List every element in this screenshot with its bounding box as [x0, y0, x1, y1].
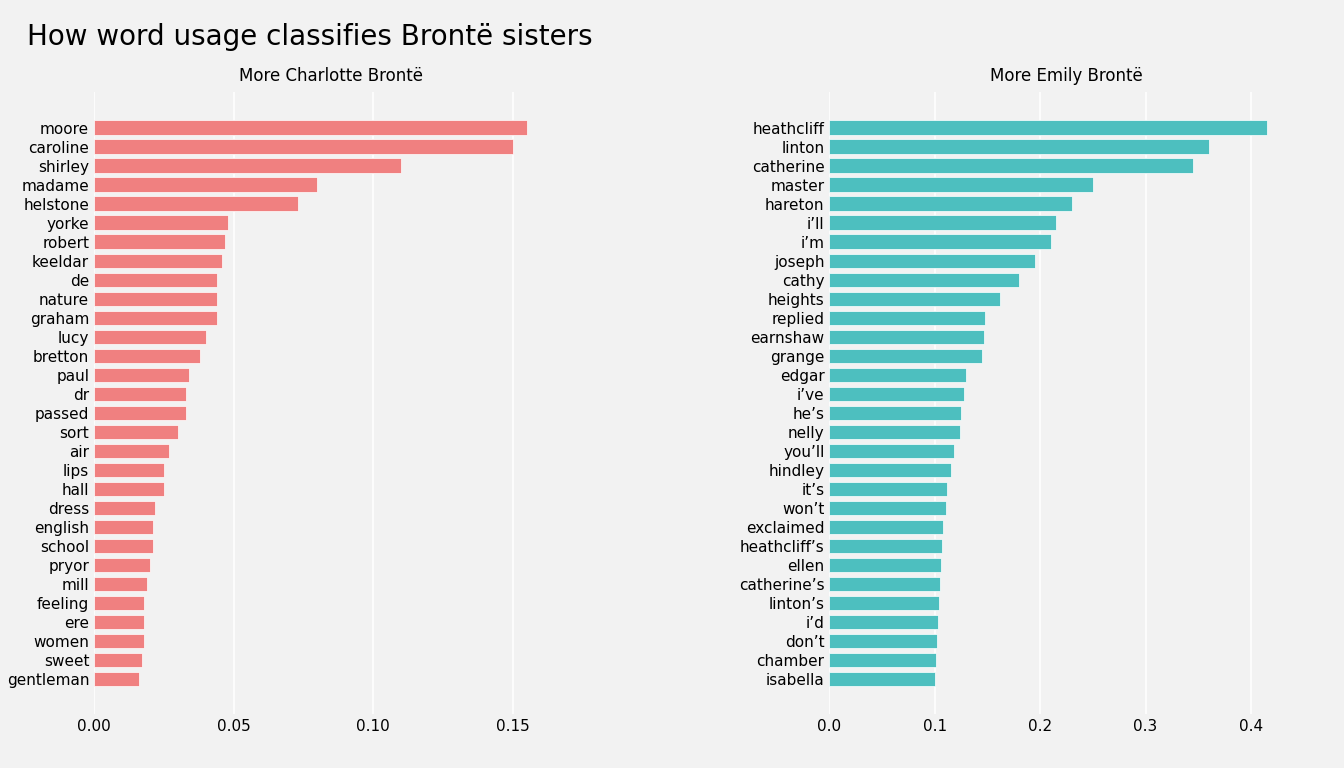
Bar: [829, 653, 935, 667]
Bar: [829, 538, 942, 553]
Bar: [829, 577, 939, 591]
Bar: [94, 614, 144, 629]
Bar: [829, 558, 941, 572]
Bar: [829, 462, 950, 477]
Bar: [94, 177, 317, 192]
Bar: [829, 140, 1208, 154]
Bar: [94, 577, 146, 591]
Bar: [94, 310, 216, 325]
Bar: [94, 462, 164, 477]
Bar: [829, 444, 954, 458]
Bar: [829, 216, 1056, 230]
Bar: [829, 501, 946, 515]
Bar: [829, 672, 934, 686]
Bar: [94, 653, 141, 667]
Bar: [94, 386, 187, 401]
Bar: [829, 614, 938, 629]
Title: More Charlotte Brontë: More Charlotte Brontë: [239, 67, 423, 85]
Bar: [94, 634, 144, 648]
Bar: [829, 253, 1035, 268]
Bar: [829, 273, 1019, 286]
Bar: [94, 520, 153, 534]
Bar: [829, 425, 960, 439]
Bar: [829, 121, 1267, 134]
Bar: [94, 425, 177, 439]
Bar: [829, 482, 948, 496]
Bar: [829, 386, 964, 401]
Bar: [94, 253, 223, 268]
Bar: [829, 634, 937, 648]
Text: How word usage classifies Brontë sisters: How word usage classifies Brontë sisters: [27, 23, 593, 51]
Bar: [829, 329, 984, 344]
Bar: [94, 121, 527, 134]
Title: More Emily Brontë: More Emily Brontë: [991, 67, 1142, 85]
Bar: [94, 140, 512, 154]
Bar: [94, 349, 200, 362]
Bar: [829, 520, 943, 534]
Bar: [829, 349, 982, 362]
Bar: [829, 197, 1071, 210]
Bar: [829, 406, 961, 420]
Bar: [94, 444, 169, 458]
Bar: [94, 406, 187, 420]
Bar: [94, 672, 138, 686]
Bar: [94, 158, 401, 173]
Bar: [829, 292, 1000, 306]
Bar: [829, 310, 985, 325]
Bar: [94, 197, 298, 210]
Bar: [94, 292, 216, 306]
Bar: [94, 234, 226, 249]
Bar: [829, 177, 1093, 192]
Bar: [829, 234, 1051, 249]
Bar: [94, 596, 144, 610]
Bar: [829, 158, 1193, 173]
Bar: [94, 216, 228, 230]
Bar: [94, 538, 153, 553]
Bar: [94, 368, 190, 382]
Bar: [829, 368, 966, 382]
Bar: [94, 329, 206, 344]
Bar: [94, 501, 156, 515]
Bar: [94, 558, 151, 572]
Bar: [94, 273, 216, 286]
Bar: [829, 596, 939, 610]
Bar: [94, 482, 164, 496]
